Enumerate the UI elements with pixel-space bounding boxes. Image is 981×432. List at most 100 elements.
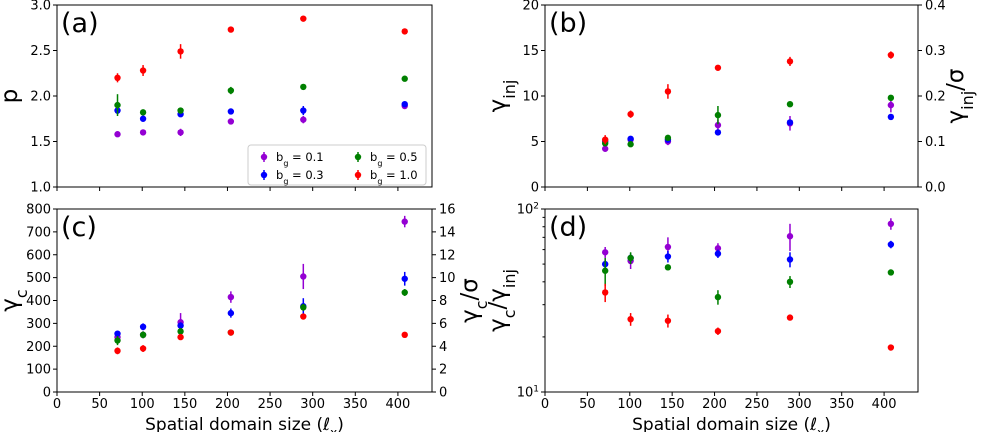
data-point — [627, 254, 634, 262]
data-point — [401, 28, 408, 35]
data-point — [114, 337, 121, 344]
panel-d: 0 50 100 150 200 250 300 350 400 101​ 102​ (d) γc​/γ… — [485, 202, 919, 432]
x-tick-label: 100 — [130, 397, 155, 412]
data-point — [401, 100, 408, 108]
data-point — [300, 304, 307, 311]
data-point — [664, 243, 672, 251]
y-tick-label: 300 — [26, 317, 51, 332]
data-point — [786, 314, 794, 321]
series-bg01 — [114, 102, 408, 138]
series-bg03 — [114, 100, 408, 122]
x-tick-label: 350 — [829, 397, 854, 412]
y-tick-label: 1.0 — [30, 181, 51, 196]
x-tick-label: 250 — [258, 397, 283, 412]
plot-frame — [56, 208, 433, 393]
y-tick-label: 2.5 — [30, 44, 51, 59]
data-point — [887, 241, 895, 248]
series-bg01 — [601, 97, 895, 152]
data-point — [627, 111, 634, 118]
data-point — [887, 344, 895, 351]
data-point — [401, 75, 408, 82]
data-point — [786, 278, 794, 286]
panel-label: (d) — [549, 212, 587, 243]
x-tick-label: 150 — [660, 397, 685, 412]
data-point — [887, 101, 895, 109]
y-axis-label: γinj​ — [485, 80, 519, 113]
legend-label: bg​ = 0.3 — [276, 168, 324, 186]
data-point — [227, 309, 235, 317]
x-tick-label: 350 — [343, 397, 368, 412]
data-point — [114, 330, 121, 337]
data-point — [300, 313, 307, 320]
data-point — [786, 100, 794, 108]
y-right-axis-label: γinj​/σ — [943, 69, 977, 124]
legend-marker — [260, 171, 268, 179]
x-tick-label: 300 — [300, 397, 325, 412]
data-point — [601, 249, 609, 256]
y-right-tick-label: 8 — [439, 294, 447, 309]
data-point — [139, 331, 147, 339]
data-point — [786, 233, 794, 240]
x-axis-label: Spatial domain size (ℓx​) — [632, 415, 831, 432]
data-point — [601, 289, 609, 296]
data-point — [714, 129, 722, 136]
y-right-tick-label: 4 — [439, 340, 447, 355]
y-right-tick-label: 10 — [439, 271, 456, 286]
y-right-tick-label: 0.3 — [925, 44, 946, 59]
x-tick-label: 400 — [872, 397, 897, 412]
x-tick-label: 200 — [215, 397, 240, 412]
y-right-tick-label: 6 — [439, 317, 447, 332]
data-point — [401, 218, 408, 225]
data-point — [227, 118, 235, 125]
data-point — [601, 145, 609, 152]
x-tick-label: 0 — [541, 397, 549, 412]
y-right-tick-label: 0 — [439, 386, 447, 401]
data-point — [227, 293, 235, 301]
series-bg05 — [601, 252, 895, 305]
y-right-tick-label: 2 — [439, 363, 447, 378]
y-tick-label: 101​ — [517, 385, 539, 401]
data-point — [300, 15, 307, 22]
legend-marker — [354, 153, 362, 161]
legend-label: bg​ = 1.0 — [370, 168, 418, 186]
data-point — [227, 329, 235, 336]
data-point — [714, 250, 722, 257]
data-point — [714, 327, 722, 335]
y-right-tick-label: 0.1 — [925, 135, 946, 150]
panel-label: (b) — [549, 8, 587, 39]
x-tick-label: 150 — [172, 397, 197, 412]
data-point — [139, 67, 147, 74]
data-point — [714, 111, 722, 119]
data-point — [887, 94, 895, 102]
legend-box — [247, 144, 427, 186]
data-point — [714, 245, 722, 252]
data-point — [177, 48, 184, 55]
x-tick-label: 250 — [745, 397, 770, 412]
y-right-tick-label: 14 — [439, 225, 456, 240]
x-tick-label: 400 — [385, 397, 410, 412]
series-bg10 — [601, 283, 895, 351]
series-bg03 — [114, 271, 408, 337]
data-point — [627, 315, 634, 323]
legend-marker — [354, 171, 362, 179]
data-point — [401, 331, 408, 339]
y-tick-label: 800 — [26, 203, 51, 218]
data-point — [627, 135, 634, 142]
data-point — [887, 113, 895, 121]
data-point — [786, 58, 794, 65]
data-point — [139, 323, 147, 331]
data-point — [887, 51, 895, 59]
series-bg01 — [601, 218, 895, 270]
y-tick-label: 20 — [522, 0, 539, 14]
y-right-tick-label: 0.2 — [925, 90, 946, 105]
data-point — [300, 116, 307, 123]
y-tick-label: 700 — [26, 225, 51, 240]
data-point — [177, 129, 184, 136]
x-tick-label: 50 — [579, 397, 596, 412]
y-tick-label: 102​ — [517, 202, 539, 218]
y-right-tick-label: 0.0 — [925, 181, 946, 196]
x-tick-label: 0 — [53, 397, 61, 412]
y-right-tick-label: 12 — [439, 248, 456, 263]
panel-b: 0 5 10 15 20 0.0 0.1 0.2 0.3 0.4 (b) γinj​ γinj​/σ — [485, 0, 977, 196]
